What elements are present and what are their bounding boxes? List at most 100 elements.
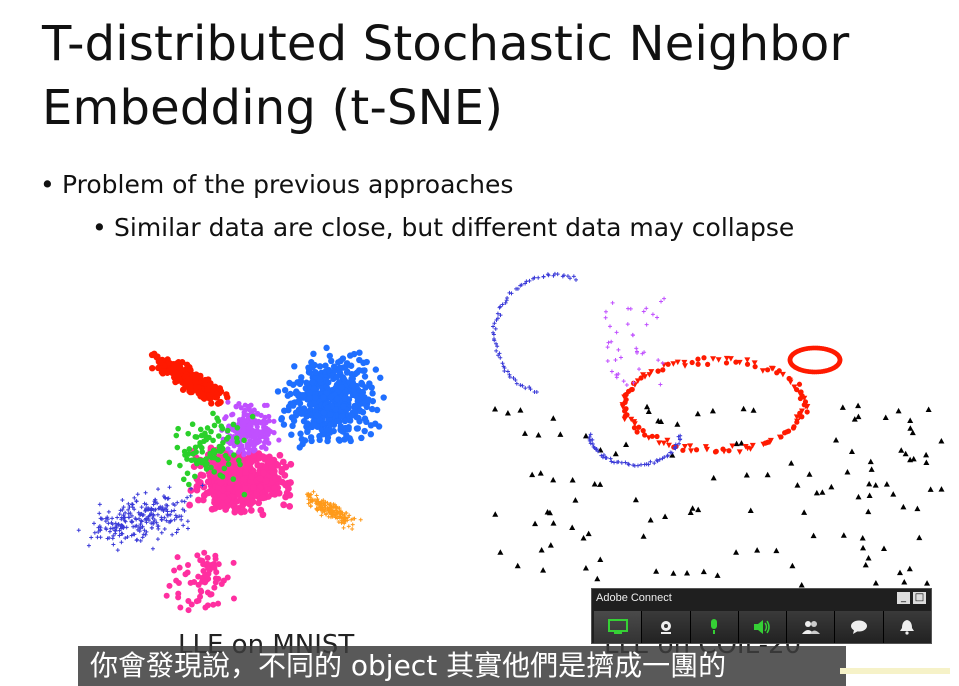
scatter-point [336, 519, 341, 524]
scatter-point [569, 524, 576, 530]
scatter-point [798, 389, 804, 395]
scatter-point [318, 503, 323, 508]
scatter-point [175, 579, 182, 586]
scatter-point [361, 373, 369, 380]
scatter-point [202, 376, 209, 384]
scatter-point [507, 290, 512, 295]
chat-icon [851, 620, 868, 634]
scatter-point [865, 555, 872, 561]
scatter-point [569, 477, 576, 483]
scatter-point [665, 454, 670, 459]
camera-button[interactable] [642, 611, 691, 643]
scatter-point [714, 572, 721, 578]
scatter-point [343, 511, 348, 516]
scatter-point [655, 368, 661, 374]
scatter-point [304, 420, 311, 427]
speaker-button[interactable] [738, 611, 788, 643]
bullet-text: Problem of the previous approaches [62, 170, 514, 199]
scatter-point [204, 425, 211, 431]
scatter-point [862, 561, 869, 568]
scatter-point [782, 430, 788, 436]
scatter-point [311, 489, 316, 494]
scatter-point [151, 502, 156, 507]
scatter-point [215, 456, 221, 463]
scatter-point [532, 520, 539, 527]
scatter-point [855, 402, 862, 409]
scatter-point [316, 376, 324, 384]
scatter-point [208, 428, 214, 435]
scatter-point [591, 444, 596, 449]
lle-mnist-scatter-plot [76, 344, 387, 614]
adobe-connect-panel[interactable]: Adobe Connect _ □ [591, 588, 932, 644]
scatter-point [285, 406, 292, 414]
scatter-point [644, 306, 649, 311]
scatter-point [348, 412, 355, 419]
scatter-point [608, 324, 613, 329]
scatter-point [155, 364, 162, 372]
scatter-point [342, 516, 347, 521]
chat-button[interactable] [835, 611, 884, 643]
scatter-point [492, 321, 497, 326]
scatter-point [106, 521, 111, 526]
scatter-point [174, 444, 181, 451]
scatter-point [733, 549, 740, 555]
scatter-point [639, 462, 644, 467]
scatter-point [851, 416, 858, 422]
scatter-point [219, 493, 227, 501]
bullet-dot: • [92, 213, 107, 242]
scatter-point [233, 435, 240, 441]
scatter-point [192, 444, 199, 451]
scatter-point [325, 366, 333, 374]
notification-button[interactable] [883, 611, 931, 643]
scatter-point [665, 361, 671, 367]
scatter-point [186, 501, 194, 509]
scatter-point [705, 361, 711, 367]
screen-share-button[interactable] [594, 611, 643, 643]
scatter-point [546, 273, 551, 278]
scatter-point [594, 575, 601, 582]
scatter-point [645, 435, 652, 441]
scatter-point [113, 528, 118, 533]
attendees-button[interactable] [787, 611, 836, 643]
scatter-point [664, 437, 671, 444]
scatter-point [147, 513, 152, 518]
scatter-point [550, 415, 557, 421]
scatter-point [693, 447, 700, 453]
scatter-point [798, 581, 805, 588]
scatter-point [242, 402, 248, 408]
attendees-icon [801, 621, 820, 634]
maximize-button[interactable]: □ [913, 592, 926, 604]
scatter-point [166, 459, 173, 466]
scatter-point [500, 302, 505, 307]
scatter-point [837, 357, 843, 362]
scatter-point [314, 499, 319, 504]
scatter-point [260, 453, 267, 461]
screen-share-icon [607, 619, 628, 634]
scatter-point [191, 578, 198, 585]
scatter-point [341, 525, 346, 530]
scatter-point [635, 350, 640, 355]
scatter-point [246, 450, 252, 456]
scatter-point [263, 485, 271, 493]
scatter-point [168, 512, 173, 517]
scatter-point [192, 378, 199, 385]
scatter-point [630, 332, 635, 337]
scatter-point [185, 607, 192, 614]
scatter-point [910, 455, 917, 462]
scatter-point [259, 511, 267, 519]
scatter-point [640, 533, 647, 539]
microphone-button[interactable] [690, 611, 739, 643]
title-line-1: T-distributed Stochastic Neighbor [42, 16, 850, 72]
scatter-point [126, 507, 131, 512]
minimize-button[interactable]: _ [897, 592, 910, 604]
scatter-point [859, 535, 866, 541]
scatter-point [924, 580, 931, 586]
scatter-point [733, 440, 740, 447]
scatter-point [210, 437, 216, 444]
scatter-point [681, 359, 688, 366]
scatter-point [350, 381, 358, 389]
notification-strip [840, 668, 950, 674]
scatter-point [650, 312, 655, 317]
scatter-point [605, 358, 610, 363]
